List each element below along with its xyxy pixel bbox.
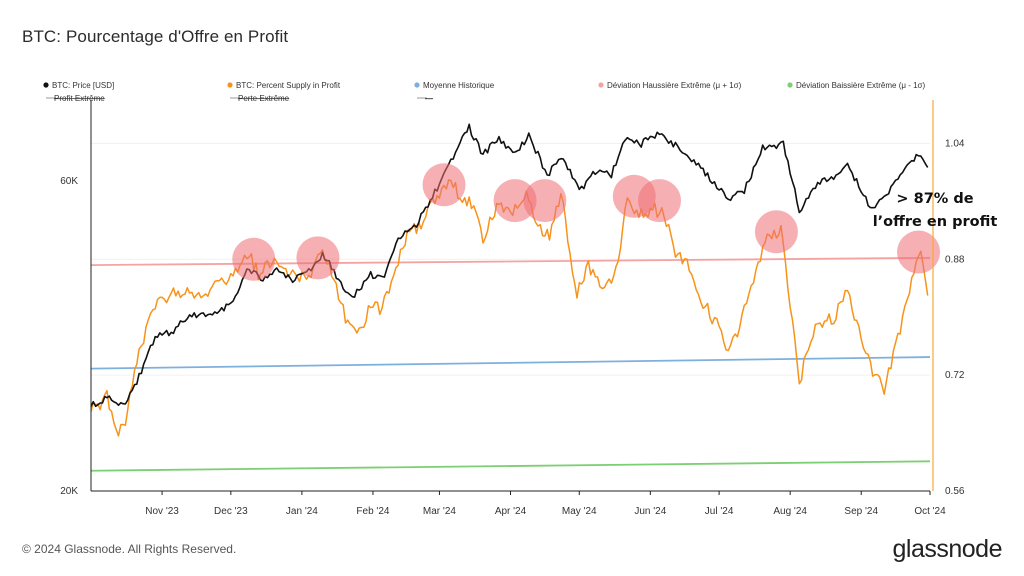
highlight-circle — [897, 230, 941, 274]
annotation-line-1: > 87% de — [896, 191, 973, 207]
reference-line — [90, 256, 931, 266]
annotation-line-2: l’offre en profit — [873, 214, 998, 230]
x-tick-label: Jun '24 — [634, 506, 666, 517]
legend: BTC: Price [USD] BTC: Percent Supply in P… — [43, 81, 925, 103]
legend-label: Déviation Haussière Extrême (μ + 1σ) — [607, 81, 742, 90]
reference-line — [90, 460, 931, 472]
price-line — [90, 123, 929, 408]
x-tick-label: Nov '23 — [145, 506, 179, 517]
right-tick-label: 0.56 — [945, 486, 965, 497]
page-title: BTC: Pourcentage d'Offre en Profit — [22, 27, 289, 46]
x-tick-label: Mar '24 — [423, 506, 456, 517]
right-tick-label: 1.04 — [945, 138, 965, 149]
legend-label: Déviation Baissière Extrême (μ - 1σ) — [796, 81, 925, 90]
x-tick-label: Apr '24 — [495, 506, 527, 517]
legend-label: Moyenne Historique — [423, 81, 495, 90]
axes: 20K 60K 0.56 0.72 0.88 1.04 Nov '23 Dec '23 Jan … — [60, 100, 965, 517]
x-tick-label: Sep '24 — [844, 506, 878, 517]
legend-marker — [43, 82, 49, 88]
x-tick-label: Feb '24 — [356, 506, 389, 517]
x-tick-label: Dec '23 — [214, 506, 248, 517]
legend-label: BTC: Price [USD] — [52, 81, 114, 90]
series-lines — [90, 123, 929, 437]
highlight-circle — [296, 236, 340, 280]
x-tick-label: Oct '24 — [914, 506, 946, 517]
highlight-circle — [422, 163, 466, 207]
annotation: > 87% de l’offre en profit — [873, 191, 998, 230]
legend-label: BTC: Percent Supply in Profit — [236, 81, 341, 90]
x-tick-label: Jan '24 — [286, 506, 318, 517]
left-tick-label: 20K — [60, 486, 78, 497]
highlight-circle — [232, 237, 276, 281]
left-tick-label: 60K — [60, 176, 78, 187]
highlight-circle — [493, 179, 537, 223]
right-tick-label: 0.72 — [945, 370, 965, 381]
legend-label: --- — [425, 94, 433, 103]
highlight-circle — [754, 210, 798, 254]
copyright-text: © 2024 Glassnode. All Rights Reserved. — [22, 542, 237, 556]
legend-marker — [787, 82, 793, 88]
reference-lines — [90, 256, 931, 472]
legend-marker — [227, 82, 233, 88]
right-tick-label: 0.88 — [945, 254, 965, 265]
legend-marker — [414, 82, 420, 88]
x-tick-label: Jul '24 — [705, 506, 734, 517]
glassnode-logo: glassnode — [892, 535, 1003, 563]
highlight-circle — [523, 179, 567, 223]
x-tick-label: Aug '24 — [773, 506, 807, 517]
highlight-circle — [638, 179, 682, 223]
reference-line — [90, 356, 931, 370]
legend-label: Perte Extrême — [238, 94, 290, 103]
legend-marker — [598, 82, 604, 88]
highlight-circles — [232, 163, 941, 281]
legend-label: Profit Extrême — [54, 94, 105, 103]
x-tick-label: May '24 — [562, 506, 597, 517]
